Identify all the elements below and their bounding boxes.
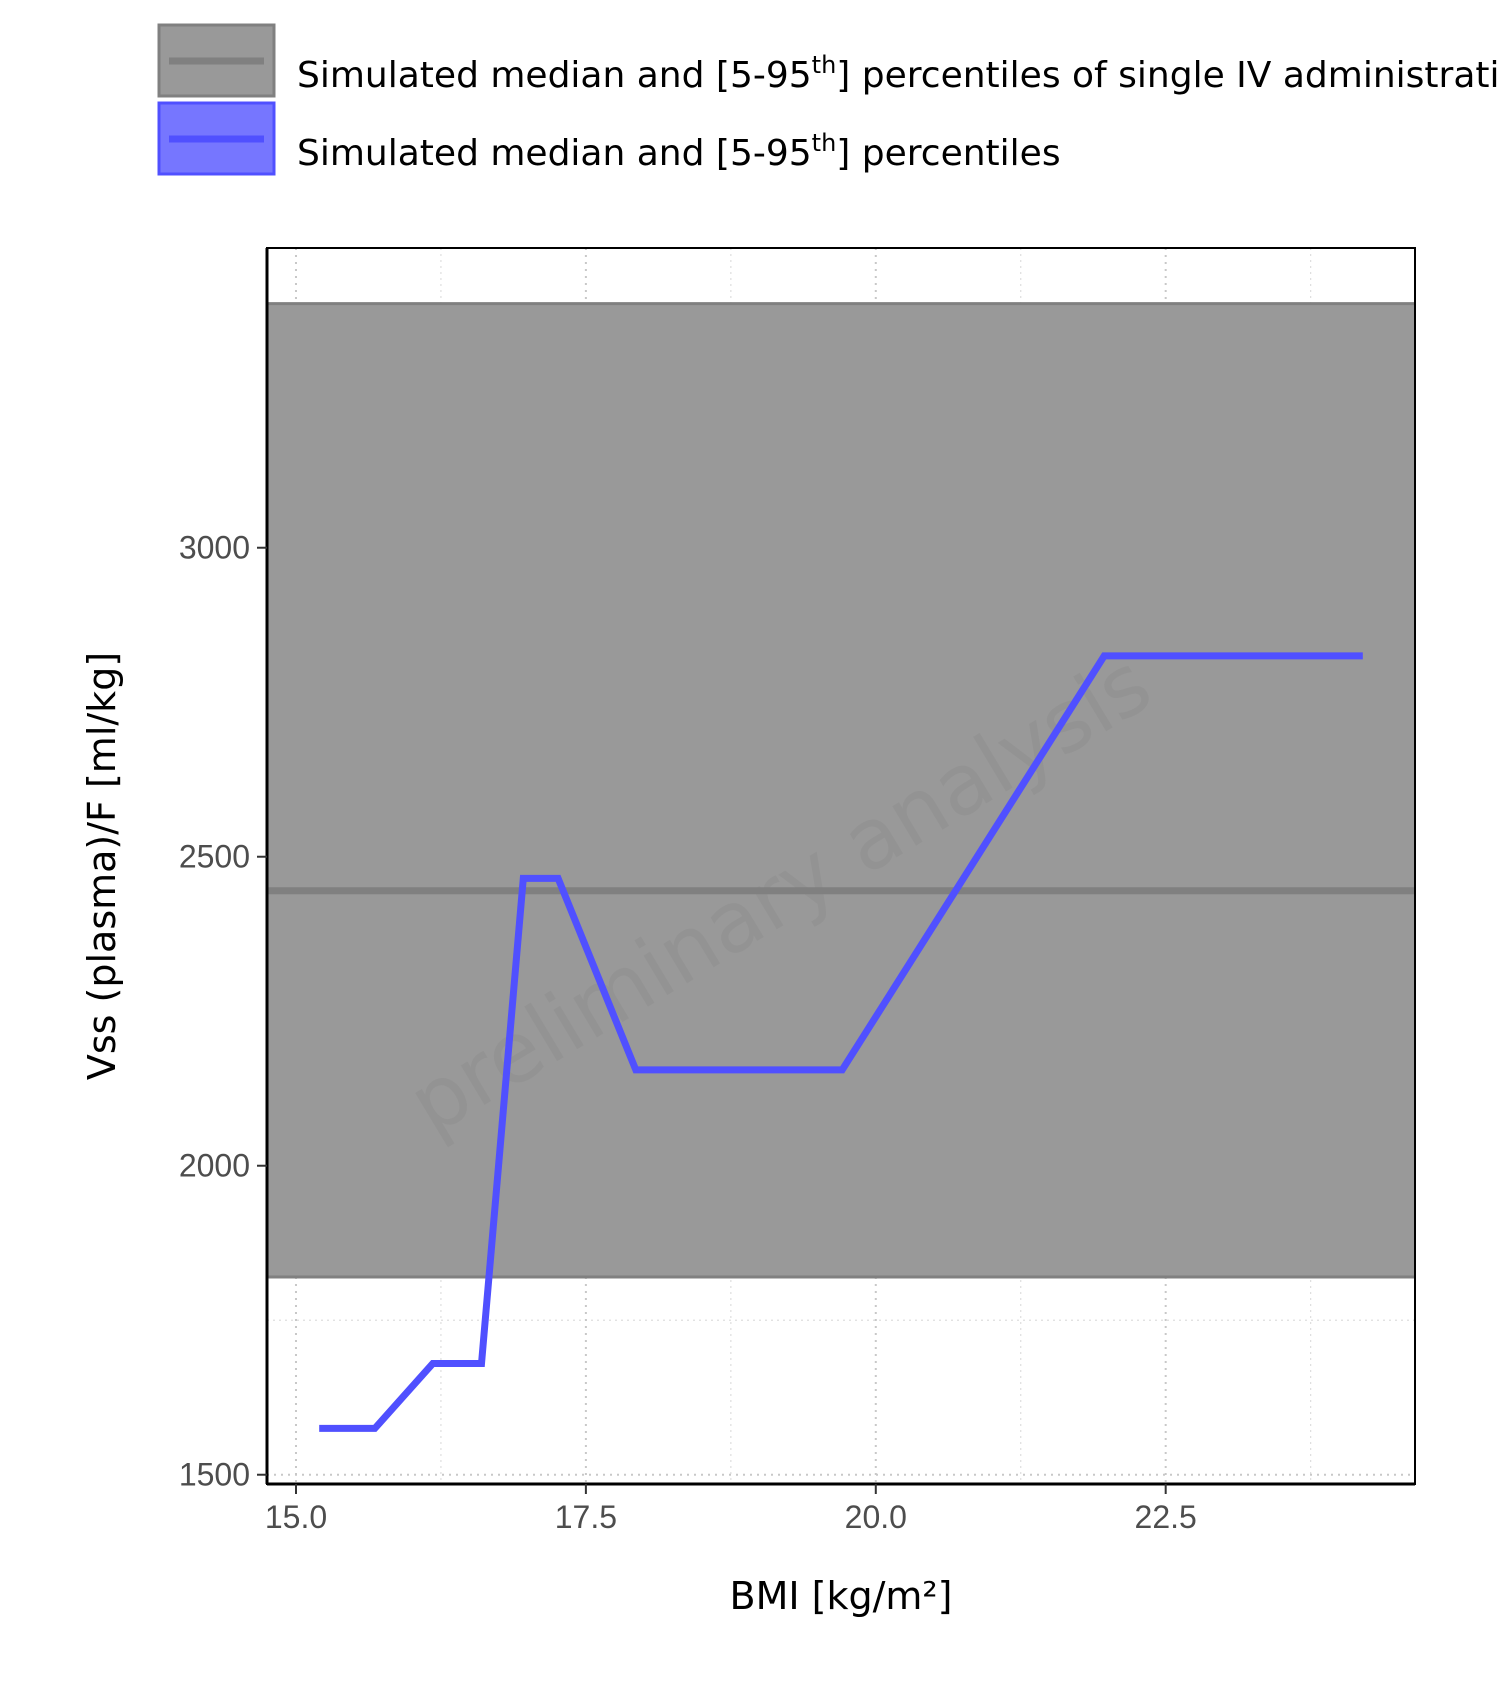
x-tick-label: 22.5 (1135, 1499, 1197, 1535)
reference-band-area (267, 303, 1415, 1277)
y-tick-label: 2000 (179, 1148, 250, 1184)
axes: 15.0 17.5 20.0 22.5 1500 2000 2500 3000 (179, 248, 1415, 1535)
legend-label-reference: Simulated median and [5-95th] percentile… (297, 51, 1500, 96)
series-line (319, 652, 1363, 1432)
legend-item-series: Simulated median and [5-95th] percentile… (157, 101, 1061, 176)
y-axis-title: Vss (plasma)/F [ml/kg] (80, 652, 124, 1080)
legend-item-reference: Simulated median and [5-95th] percentile… (157, 23, 1500, 98)
legend-label-series: Simulated median and [5-95th] percentile… (297, 129, 1061, 174)
x-tick-label: 15.0 (265, 1499, 327, 1535)
y-tick-label: 1500 (179, 1457, 250, 1493)
x-axis-title: BMI [kg/m²] (730, 1574, 953, 1618)
series-layer (319, 652, 1363, 1432)
y-tick-label: 2500 (179, 839, 250, 875)
legend: Simulated median and [5-95th] percentile… (157, 23, 1500, 176)
x-tick-label: 17.5 (555, 1499, 617, 1535)
y-tick-label: 3000 (179, 530, 250, 566)
x-tick-label: 20.0 (845, 1499, 907, 1535)
reference-band (267, 302, 1415, 1279)
